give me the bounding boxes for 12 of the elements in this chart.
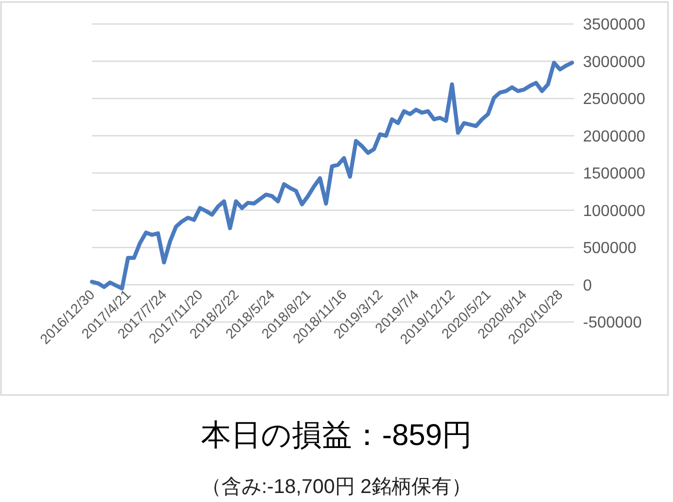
line-series	[90, 60, 574, 290]
y-tick-label: 1500000	[583, 166, 646, 183]
y-tick-label: -500000	[583, 314, 642, 332]
y-tick-label: 0	[583, 277, 592, 294]
y-tick-label: 2500000	[583, 91, 646, 108]
y-tick-label: 500000	[583, 240, 636, 258]
y-tick-label: 3000000	[583, 54, 646, 71]
y-tick-label: 1000000	[583, 202, 646, 220]
text: 本日の損益：-859円	[200, 419, 472, 452]
y-tick-label: 3500000	[583, 16, 646, 34]
y-tick-label: 2000000	[583, 128, 646, 146]
text: （含み:-18,700円 2銘柄保有）	[201, 476, 472, 498]
